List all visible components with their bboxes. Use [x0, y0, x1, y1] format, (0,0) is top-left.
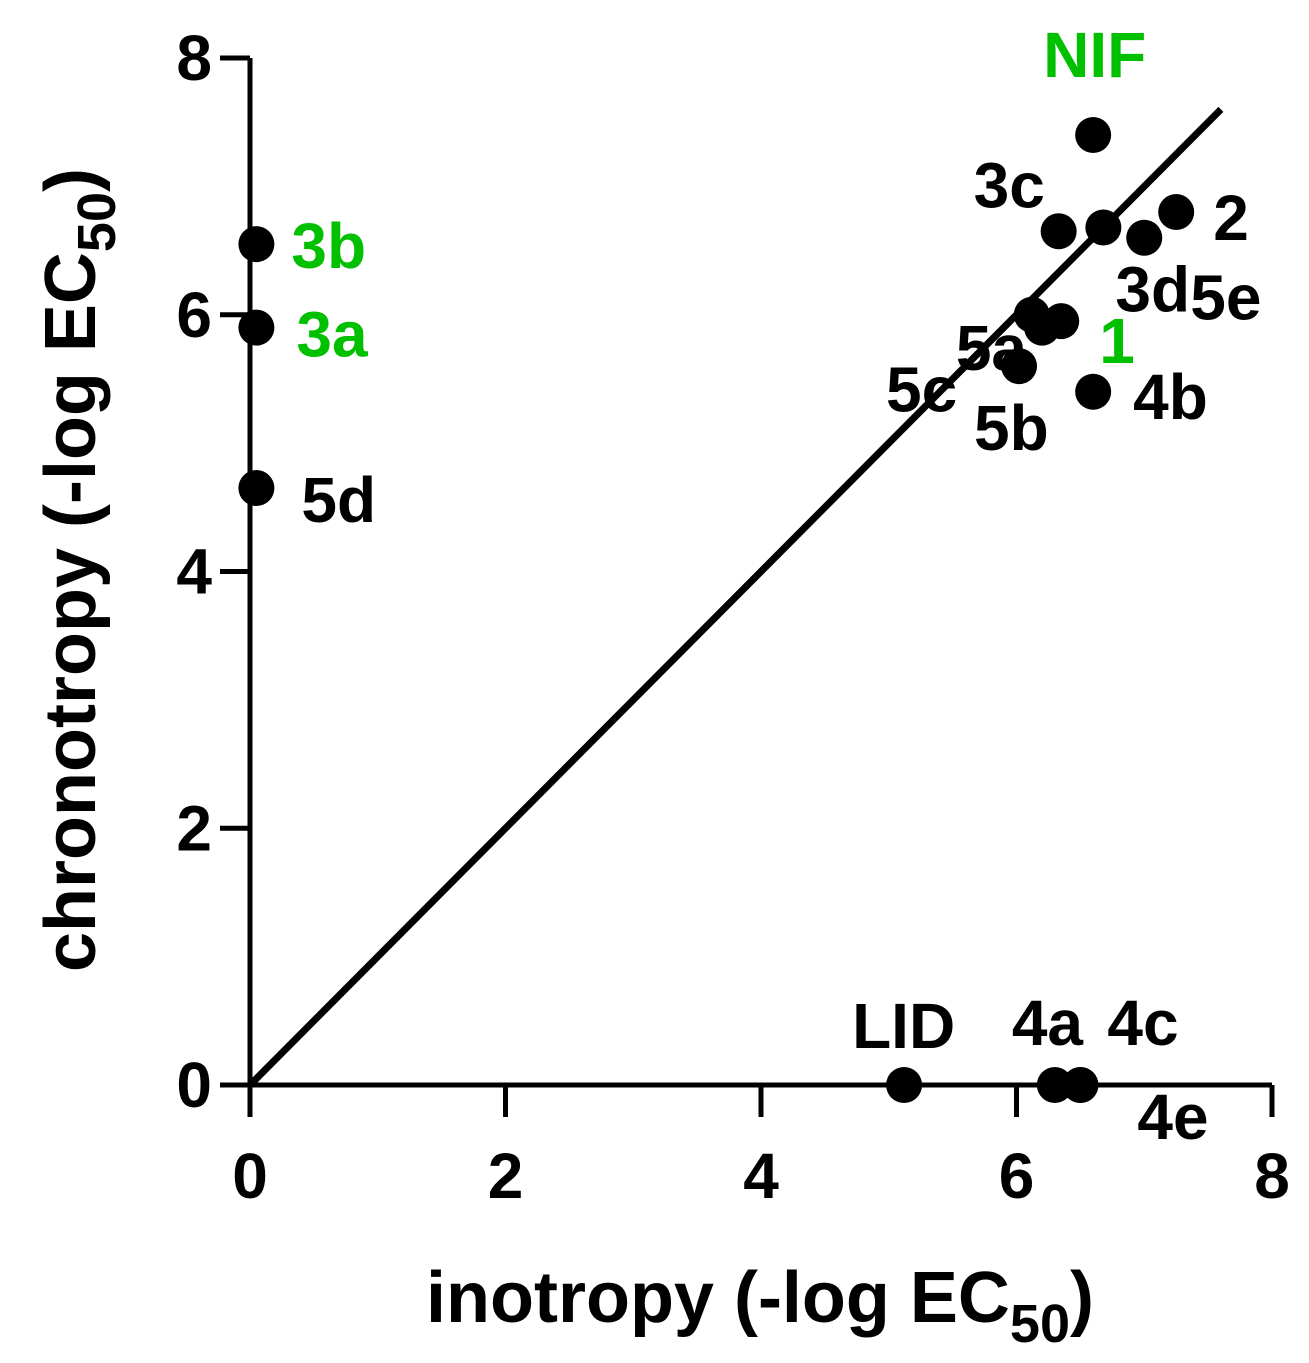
y-tick-label: 4 [176, 536, 212, 608]
point-label: 3d [1115, 253, 1190, 325]
point-label: NIF [1043, 19, 1146, 91]
point-label: 5d [301, 464, 376, 536]
data-point [238, 226, 275, 263]
point-label: 4b [1133, 361, 1208, 433]
x-tick-label: 4 [743, 1140, 779, 1212]
data-point [1075, 117, 1112, 154]
point-label: LID [852, 990, 955, 1062]
data-point [1126, 219, 1163, 256]
y-tick-label: 8 [176, 22, 212, 94]
data-point [1158, 194, 1195, 231]
identity-line [247, 106, 1224, 1088]
data-point [1024, 309, 1061, 346]
x-tick-label: 6 [999, 1140, 1035, 1212]
data-points [238, 117, 1195, 1103]
data-point [1075, 373, 1112, 410]
data-point [886, 1067, 923, 1103]
point-label: 4a [1012, 987, 1084, 1059]
data-point [238, 470, 275, 507]
point-label: 4e [1137, 1081, 1208, 1153]
point-label: 5a [956, 312, 1028, 384]
data-point [1085, 209, 1122, 246]
point-label: 3c [974, 149, 1045, 221]
point-label: 3b [291, 210, 366, 282]
point-label: 3a [296, 299, 368, 371]
data-point [1036, 1067, 1073, 1103]
x-tick-label: 0 [232, 1140, 268, 1212]
y-tick-label: 2 [176, 792, 212, 864]
y-tick-label: 0 [176, 1049, 212, 1121]
x-axis-title: inotropy (-log EC50) [426, 1258, 1094, 1354]
data-point [1062, 1067, 1099, 1103]
y-axis-title: chronotropy (-log EC50) [31, 168, 127, 972]
data-point [238, 309, 275, 346]
x-tick-label: 2 [488, 1140, 524, 1212]
point-label: 1 [1099, 305, 1135, 377]
axes: 0 2 4 6 8 0 2 4 6 8 [176, 22, 1289, 1212]
data-point [1040, 213, 1077, 250]
point-label: 5b [974, 392, 1049, 464]
point-label: 4c [1107, 987, 1178, 1059]
y-tick-label: 6 [176, 279, 212, 351]
point-label: 2 [1213, 182, 1249, 254]
point-label: 5c [886, 354, 957, 426]
point-label: 5e [1190, 262, 1261, 334]
x-tick-label: 8 [1254, 1140, 1290, 1212]
reference-line-group [247, 106, 1224, 1088]
data-point [1001, 348, 1038, 385]
